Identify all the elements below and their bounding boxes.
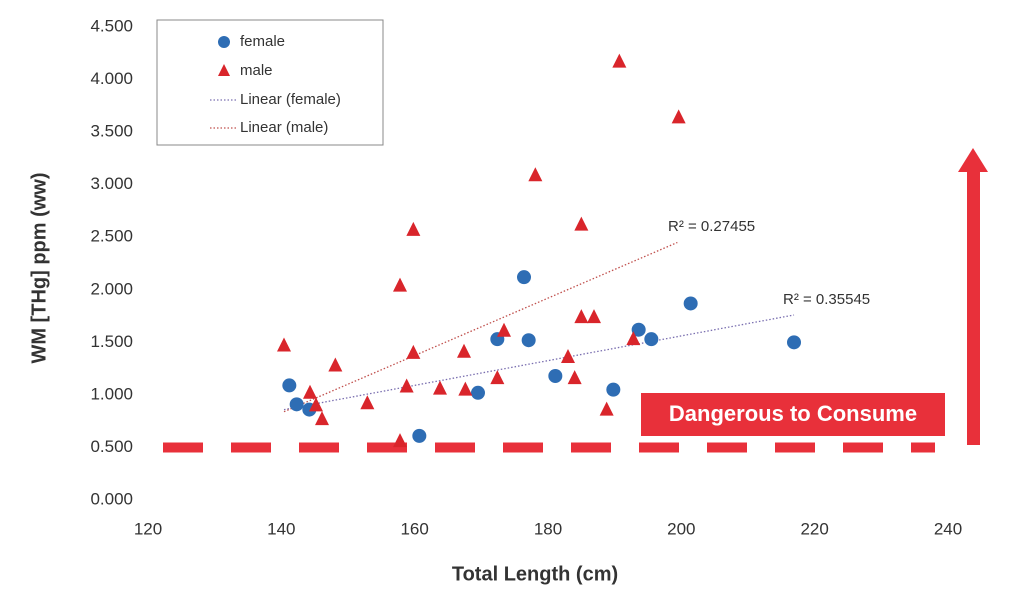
- point: [433, 380, 447, 395]
- point: [282, 378, 297, 393]
- y-tick-label: 2.500: [90, 227, 133, 246]
- point: [303, 384, 317, 399]
- point: [612, 53, 627, 68]
- legend-label: female: [240, 33, 285, 50]
- point: [587, 309, 601, 324]
- y-tick-label: 0.000: [90, 489, 133, 508]
- point: [517, 270, 531, 285]
- point: [471, 385, 485, 400]
- point: [671, 109, 686, 124]
- x-axis-title: Total Length (cm): [452, 563, 618, 585]
- point: [490, 370, 505, 385]
- y-tick-label: 4.000: [90, 69, 133, 88]
- point: [644, 332, 659, 347]
- point: [309, 397, 323, 412]
- legend-marker: [218, 64, 230, 76]
- point: [457, 343, 471, 358]
- point: [360, 395, 375, 410]
- arrow-up: [958, 148, 988, 445]
- y-tick-label: 3.500: [90, 122, 133, 141]
- point: [561, 349, 575, 364]
- trendline: [283, 241, 678, 413]
- point: [328, 357, 343, 372]
- trendline: [283, 314, 795, 411]
- x-tick-label: 240: [934, 519, 962, 538]
- point: [626, 331, 641, 346]
- point: [406, 221, 421, 236]
- y-tick-label: 1.000: [90, 384, 133, 403]
- point: [399, 378, 414, 393]
- point: [315, 411, 329, 426]
- point: [277, 337, 291, 352]
- point: [567, 370, 582, 385]
- point: [406, 344, 421, 359]
- point: [393, 277, 407, 292]
- r-squared-label: R² = 0.27455: [668, 218, 755, 235]
- point: [574, 309, 589, 324]
- point: [528, 167, 543, 182]
- legend-label: male: [240, 62, 273, 79]
- y-axis-title: WM [THg] ppm (ww): [28, 172, 50, 363]
- point: [289, 397, 304, 412]
- point: [548, 368, 563, 383]
- point: [787, 335, 801, 350]
- y-tick-label: 0.500: [90, 437, 133, 456]
- legend-box: [156, 19, 384, 146]
- point: [599, 401, 614, 416]
- x-tick-label: 160: [400, 519, 428, 538]
- point: [497, 322, 511, 337]
- r-squared-label: R² = 0.35545: [783, 291, 870, 308]
- x-tick-label: 200: [667, 519, 695, 538]
- point: [393, 433, 407, 448]
- y-tick-label: 4.500: [90, 16, 133, 35]
- y-tick-label: 2.000: [90, 279, 133, 298]
- x-tick-label: 120: [134, 519, 162, 538]
- point: [412, 428, 427, 443]
- point: [574, 216, 589, 231]
- y-tick-label: 3.000: [90, 174, 133, 193]
- legend-label: Linear (female): [240, 91, 341, 108]
- warning-text: Dangerous to Consume: [669, 401, 917, 426]
- point: [631, 322, 646, 337]
- warning-box: [641, 393, 945, 436]
- legend-label: Linear (male): [240, 119, 328, 136]
- legend-marker: [218, 36, 230, 48]
- x-tick-label: 140: [267, 519, 295, 538]
- y-tick-label: 1.500: [90, 332, 133, 351]
- point: [521, 333, 536, 348]
- x-tick-label: 180: [534, 519, 562, 538]
- point: [683, 296, 698, 311]
- point: [458, 381, 473, 396]
- x-tick-label: 220: [800, 519, 828, 538]
- point: [606, 382, 621, 397]
